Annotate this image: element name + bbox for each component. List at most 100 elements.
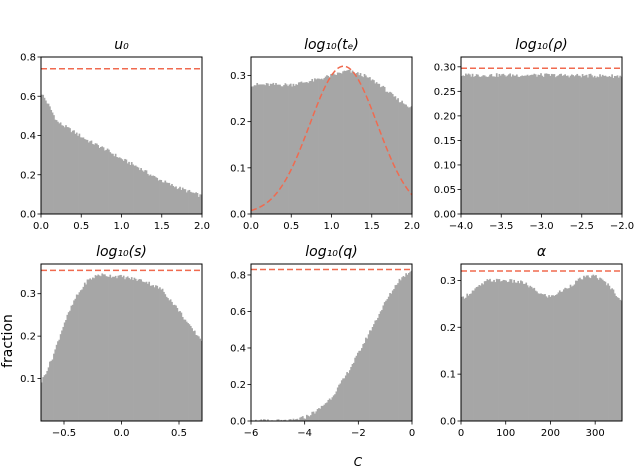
histogram-bar: [493, 76, 495, 215]
histogram-bar: [608, 285, 611, 421]
histogram-bar: [482, 75, 485, 214]
histogram-bar: [536, 291, 538, 421]
histogram-bar: [126, 163, 129, 214]
histogram-bar: [163, 291, 165, 421]
x-tick-label: 1.0: [114, 221, 130, 232]
histogram-bar: [616, 75, 619, 214]
histogram-bar: [43, 375, 46, 421]
histogram-bar: [524, 283, 526, 421]
histogram-bar: [116, 157, 118, 214]
histogram-bar: [351, 70, 354, 214]
y-tick-label: 0.6: [230, 307, 246, 318]
histogram-bar: [478, 76, 481, 214]
histogram-bar: [112, 153, 114, 214]
histogram-bar: [375, 82, 378, 214]
histogram-bar: [580, 77, 583, 214]
histogram-bar: [318, 78, 320, 214]
histogram-bar: [75, 132, 78, 214]
histogram-bar: [607, 76, 609, 215]
histogram-bar: [546, 73, 549, 214]
histogram-bar: [583, 76, 585, 214]
histogram-bar: [571, 286, 573, 421]
y-tick-label: 0.4: [230, 343, 246, 354]
y-tick-label: 0.25: [434, 87, 456, 98]
histogram-bar: [571, 74, 573, 214]
histogram-bar: [126, 276, 129, 421]
histogram-bar: [361, 348, 363, 421]
histogram-bar: [116, 278, 118, 421]
histogram-bar: [544, 73, 546, 215]
y-tick-label: 0.2: [230, 380, 246, 391]
histogram-bar: [183, 319, 185, 421]
histogram-bar: [491, 76, 494, 214]
histogram-bar: [479, 76, 482, 215]
histogram-bar: [269, 83, 272, 214]
histogram-bar: [303, 82, 306, 215]
histogram-bar: [576, 280, 579, 421]
histogram-bar: [301, 416, 304, 421]
histogram-bar: [603, 75, 605, 215]
y-tick-label: 0.2: [230, 117, 246, 128]
histogram-bar: [288, 84, 291, 214]
histogram-bar: [387, 92, 390, 214]
histogram-bar: [494, 76, 497, 214]
histogram-bar: [522, 75, 525, 215]
histogram-bar: [142, 281, 145, 421]
histogram-bar: [526, 285, 529, 421]
histogram-bar: [565, 288, 568, 421]
histogram-bar: [461, 296, 463, 421]
histogram-bar: [65, 125, 67, 214]
axes-frame: [250, 263, 413, 422]
histogram-bar: [77, 135, 79, 214]
histogram-bar: [41, 382, 43, 421]
histogram-bar: [97, 274, 100, 421]
histogram-bar: [340, 73, 343, 215]
histogram-bar: [470, 293, 473, 421]
histogram-bar: [58, 339, 61, 421]
histogram-bar: [407, 272, 410, 421]
histogram-bar: [604, 75, 607, 214]
histogram-bar: [467, 295, 470, 421]
histogram-bar: [65, 320, 67, 421]
x-tick-label: −3.5: [489, 221, 513, 232]
histogram-bar: [94, 143, 97, 214]
histogram-bar: [588, 277, 591, 421]
histogram-bar: [553, 295, 556, 421]
histogram-bar: [132, 164, 134, 214]
histogram-bar: [90, 140, 93, 214]
histogram-bar: [316, 409, 319, 421]
histogram-bar: [192, 331, 195, 421]
histogram-bar: [187, 323, 189, 421]
histogram-bar: [189, 325, 192, 421]
histogram-bar: [597, 279, 600, 421]
histogram-bar: [336, 72, 339, 214]
panel-3: −4.0 −3.5 −3.0 −2.5 −2.0 0.00 0.05 0.10 0.15 0.20…: [434, 37, 634, 232]
histogram-bar: [195, 192, 197, 214]
histogram-bar: [180, 312, 183, 421]
panel-6: 0 100 200 300 0.0 0.1 0.2 0.3 α: [440, 244, 623, 439]
histogram-bar: [576, 73, 579, 214]
histogram-bar: [566, 75, 569, 214]
histogram-bar: [175, 305, 177, 421]
histogram-bar: [561, 291, 564, 421]
histogram-bar: [332, 73, 335, 215]
x-tick-label: 1.0: [324, 221, 340, 232]
histogram-bar: [102, 147, 105, 214]
histogram-bar: [153, 287, 156, 421]
histogram-bar: [181, 187, 184, 214]
histogram-bar: [314, 78, 316, 214]
histogram-bar: [549, 75, 552, 214]
histogram-bar: [562, 289, 565, 421]
histogram-bar: [62, 125, 65, 214]
histogram-bar: [358, 75, 361, 214]
histogram-bar: [57, 121, 59, 214]
x-tick-label: 300: [586, 428, 605, 439]
histogram-bar: [94, 275, 97, 421]
histogram-bar: [382, 85, 385, 214]
histogram-bar: [104, 274, 106, 421]
histogram-bar: [491, 281, 494, 421]
histogram-bar: [78, 292, 81, 421]
histogram-bar: [45, 374, 47, 421]
histogram-bar: [327, 399, 330, 421]
histogram-bar: [311, 78, 314, 214]
